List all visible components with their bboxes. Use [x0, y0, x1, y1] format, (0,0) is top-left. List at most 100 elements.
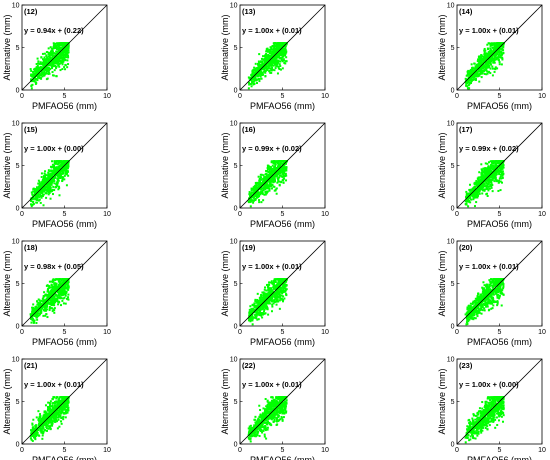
- scatter-point: [63, 288, 66, 291]
- y-tick-label: 5: [16, 45, 20, 52]
- scatter-point: [477, 191, 480, 194]
- scatter-point: [490, 43, 493, 46]
- scatter-point: [60, 42, 63, 45]
- scatter-point: [493, 70, 496, 73]
- scatter-point: [41, 63, 44, 66]
- scatter-point: [33, 321, 36, 324]
- scatter-point: [276, 42, 279, 45]
- scatter-point: [253, 69, 255, 72]
- scatter-point: [36, 68, 39, 71]
- scatter-point: [478, 190, 481, 193]
- scatter-point: [63, 178, 66, 181]
- scatter-point: [251, 81, 254, 84]
- scatter-point: [48, 183, 51, 186]
- scatter-point: [248, 197, 250, 200]
- scatter-point: [30, 321, 33, 324]
- scatter-point: [53, 295, 56, 298]
- scatter-point: [491, 74, 494, 77]
- scatter-point: [58, 174, 61, 177]
- y-tick-label: 10: [447, 121, 455, 128]
- scatter-point: [479, 55, 482, 58]
- scatter-point: [42, 300, 45, 303]
- scatter-point: [63, 53, 66, 56]
- scatter-point: [489, 57, 491, 60]
- scatter-point: [486, 52, 489, 55]
- scatter-point: [50, 300, 53, 303]
- scatter-point: [254, 72, 257, 75]
- scatter-point: [62, 289, 65, 292]
- scatter-point: [483, 49, 486, 52]
- scatter-point: [467, 200, 470, 203]
- scatter-point: [57, 49, 60, 52]
- scatter-point: [478, 183, 481, 186]
- scatter-point: [41, 189, 44, 192]
- scatter-point: [478, 73, 481, 76]
- scatter-point: [480, 163, 483, 166]
- scatter-point: [57, 64, 60, 67]
- scatter-point: [63, 280, 66, 283]
- one-to-one-line: [456, 4, 543, 91]
- scatter-point: [274, 188, 277, 191]
- scatter-point: [488, 53, 491, 56]
- scatter-point: [487, 189, 490, 192]
- scatter-point: [56, 163, 59, 166]
- scatter-point: [263, 180, 266, 183]
- scatter-point: [43, 301, 46, 304]
- scatter-point: [467, 73, 470, 76]
- scatter-point: [472, 196, 475, 199]
- scatter-point: [31, 200, 34, 203]
- scatter-point: [479, 58, 482, 61]
- scatter-point: [67, 286, 70, 289]
- scatter-point: [494, 162, 497, 165]
- scatter-point: [36, 307, 39, 310]
- scatter-point: [59, 160, 62, 163]
- scatter-point: [39, 183, 42, 186]
- scatter-point: [486, 70, 489, 73]
- scatter-point: [280, 180, 283, 183]
- scatter-point: [483, 51, 486, 54]
- scatter-point: [474, 194, 477, 197]
- scatter-point: [480, 188, 483, 191]
- scatter-point: [67, 163, 70, 166]
- scatter-point: [54, 176, 57, 179]
- scatter-point: [47, 169, 50, 172]
- scatter-point: [260, 77, 263, 80]
- scatter-point: [48, 292, 51, 295]
- scatter-point: [278, 42, 281, 45]
- scatter-point: [273, 53, 276, 56]
- scatter-point: [60, 291, 63, 294]
- scatter-point: [45, 174, 48, 177]
- scatter-point: [262, 55, 265, 58]
- scatter-point: [272, 284, 275, 287]
- scatter-point: [57, 303, 60, 306]
- panel-id: (17): [459, 125, 473, 134]
- scatter-point: [50, 60, 53, 63]
- scatter-point: [478, 80, 481, 83]
- scatter-point: [60, 60, 63, 63]
- scatter-point: [56, 62, 59, 65]
- scatter-point: [467, 69, 470, 72]
- scatter-point: [488, 185, 491, 188]
- scatter-point: [49, 181, 52, 184]
- scatter-point: [48, 72, 51, 75]
- scatter-point: [263, 176, 266, 179]
- scatter-point: [474, 73, 477, 76]
- scatter-point: [48, 286, 51, 289]
- scatter-point: [55, 170, 58, 173]
- scatter-point: [62, 302, 65, 305]
- scatter-point: [43, 188, 46, 191]
- scatter-point: [282, 43, 285, 46]
- scatter-point: [486, 179, 489, 182]
- scatter-point: [258, 61, 261, 64]
- scatter-point: [63, 285, 66, 288]
- scatter-point: [474, 65, 477, 68]
- scatter-point: [282, 58, 285, 61]
- scatter-point: [62, 293, 65, 296]
- scatter-point: [279, 162, 282, 165]
- scatter-point: [62, 297, 65, 300]
- scatter-point: [42, 190, 45, 193]
- scatter-point: [270, 161, 273, 164]
- x-tick-label: 5: [281, 93, 285, 100]
- scatter-point: [271, 178, 274, 181]
